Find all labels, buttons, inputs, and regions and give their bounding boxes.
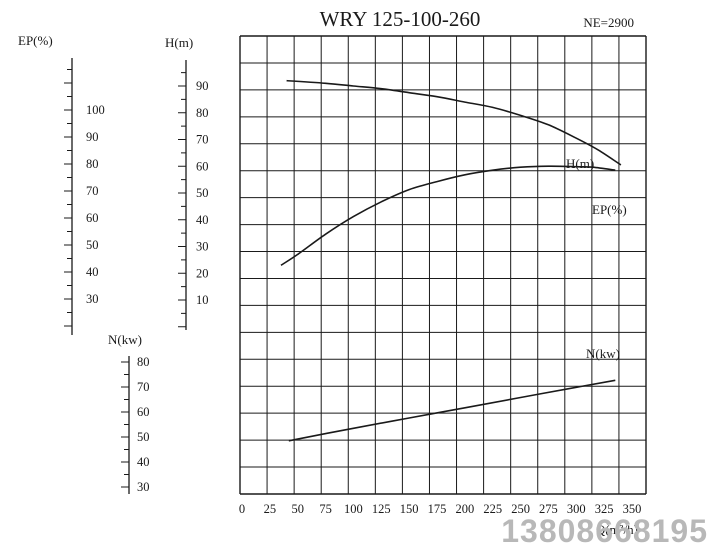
ep-tick-label: 80 xyxy=(86,157,99,171)
ep-tick-label: 60 xyxy=(86,211,99,225)
h-tick-label: 90 xyxy=(196,79,209,93)
h-tick-label: 60 xyxy=(196,159,209,173)
h-tick-label: 50 xyxy=(196,186,209,200)
x-tick-label: 350 xyxy=(623,502,642,516)
plot-grid xyxy=(239,35,647,495)
h-axis-label: H(m) xyxy=(165,35,193,50)
x-tick-label: 75 xyxy=(319,502,332,516)
h-tick-label: 20 xyxy=(196,266,209,280)
nkw-curve xyxy=(288,379,616,442)
n-tick-label: 60 xyxy=(137,405,150,419)
ep-tick-label: 90 xyxy=(86,130,99,144)
hm-curve-label: H(m) xyxy=(566,156,594,171)
n-tick-label: 70 xyxy=(137,380,150,394)
x-tick-label: 150 xyxy=(400,502,419,516)
x-tick-label: 225 xyxy=(483,502,502,516)
x-tick-label: 325 xyxy=(595,502,614,516)
ep-tick-label: 100 xyxy=(86,103,105,117)
ep-tick-label: 30 xyxy=(86,292,99,306)
n-tick-label: 50 xyxy=(137,430,150,444)
nkw-curve-label: N(kw) xyxy=(586,346,620,361)
x-tick-label: 300 xyxy=(567,502,586,516)
curves: H(m) EP(%) N(kw) xyxy=(280,79,627,442)
x-tick-label: 125 xyxy=(372,502,391,516)
h-tick-label: 10 xyxy=(196,293,209,307)
h-tick-label: 40 xyxy=(196,213,209,227)
n-axis-label: N(kw) xyxy=(108,332,142,347)
x-tick-label: 25 xyxy=(264,502,277,516)
ep-curve xyxy=(280,165,616,266)
x-tick-label: 0 xyxy=(239,502,245,516)
n-tick-label: 40 xyxy=(137,455,150,469)
h-tick-label: 30 xyxy=(196,240,209,254)
ep-axis-label: EP(%) xyxy=(18,33,53,48)
n-tick-label: 80 xyxy=(137,355,150,369)
x-tick-label: 100 xyxy=(344,502,363,516)
hm-curve xyxy=(286,79,622,166)
ep-curve-label: EP(%) xyxy=(592,202,627,217)
phone-watermark: 13808668195 xyxy=(501,513,708,549)
ep-tick-label: 40 xyxy=(86,265,99,279)
h-tick-label: 70 xyxy=(196,133,209,147)
x-tick-label: 175 xyxy=(428,502,447,516)
ep-tick-label: 50 xyxy=(86,238,99,252)
x-tick-label: 200 xyxy=(455,502,474,516)
x-tick-label: 50 xyxy=(291,502,304,516)
value-axes: 0 25 50 75 100 125 150 175 200 225 250 275 300 325 350… xyxy=(18,33,641,516)
h-tick-label: 80 xyxy=(196,106,209,120)
x-axis-label: Q(m³/h) xyxy=(596,522,638,537)
ep-tick-label: 70 xyxy=(86,184,99,198)
n-tick-label: 30 xyxy=(137,480,150,494)
chart-subtitle: NE=2900 xyxy=(583,15,634,30)
x-tick-label: 250 xyxy=(511,502,530,516)
x-tick-label: 275 xyxy=(539,502,558,516)
chart-title: WRY 125-100-260 xyxy=(320,7,481,31)
